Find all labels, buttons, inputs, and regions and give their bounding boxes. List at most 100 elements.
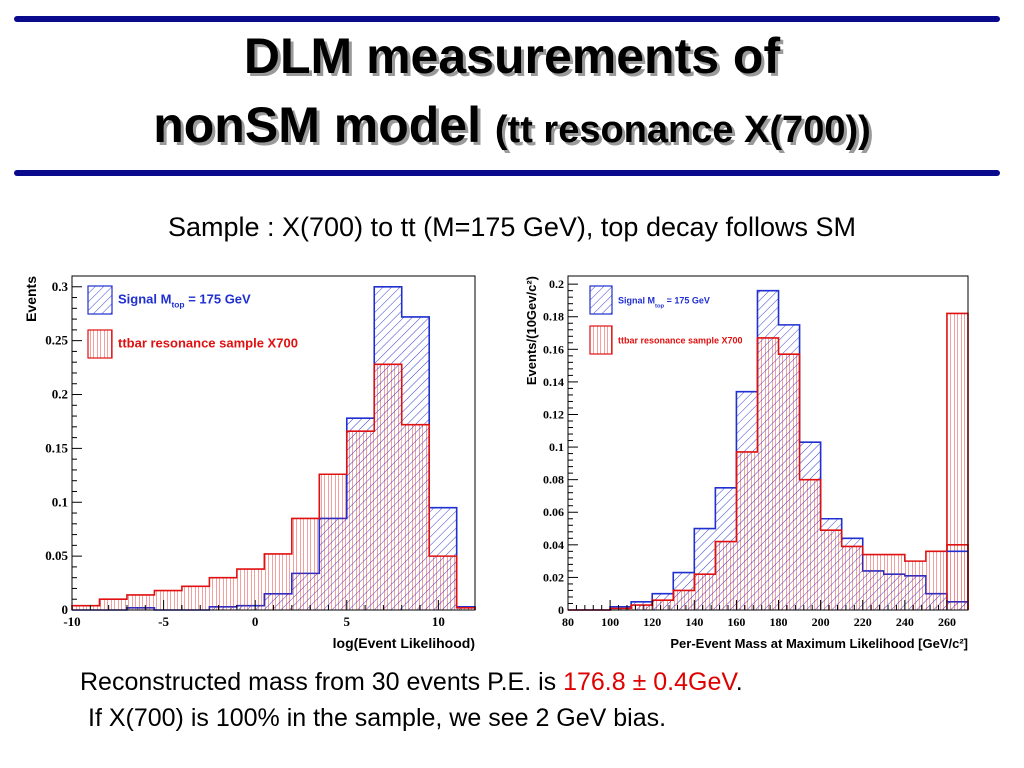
y-tick-label: 0.18 xyxy=(543,310,564,324)
histogram-bar xyxy=(904,561,926,610)
y-tick-label: 0 xyxy=(558,603,564,617)
title-rule-bottom xyxy=(14,170,1000,176)
histogram-bar xyxy=(925,551,947,610)
y-tick-label: 0.3 xyxy=(52,279,69,294)
histogram-bar xyxy=(673,590,695,610)
result-prefix: Reconstructed mass from 30 events P.E. i… xyxy=(80,668,564,696)
histogram-bar xyxy=(319,474,347,610)
x-tick-label: 10 xyxy=(432,614,445,629)
legend: Signal Mtop = 175 GeV ttbar resonance sam… xyxy=(589,285,743,355)
x-tick-label: -10 xyxy=(63,614,80,629)
legend-label-rest: = 175 GeV xyxy=(664,295,710,305)
legend-swatch xyxy=(589,285,613,315)
x-axis-label: Per-Event Mass at Maximum Likelihood [Ge… xyxy=(670,636,968,651)
y-tick-label: 0 xyxy=(62,602,69,617)
y-axis-label: Events xyxy=(23,276,39,322)
x-tick-label: 100 xyxy=(601,615,619,629)
x-tick-label: 120 xyxy=(643,615,661,629)
y-tick-label: 0.04 xyxy=(543,538,564,552)
histogram-bar xyxy=(126,594,155,610)
x-tick-label: 160 xyxy=(727,615,745,629)
x-tick-label: 240 xyxy=(896,615,914,629)
x-axis-label: log(Event Likelihood) xyxy=(333,635,475,651)
title-rule-top xyxy=(14,16,1000,22)
y-tick-label: 0.15 xyxy=(45,440,68,455)
histogram-bar xyxy=(862,554,884,610)
histogram-bar xyxy=(154,590,182,610)
histogram-bar xyxy=(99,599,127,610)
x-tick-label: 180 xyxy=(770,615,788,629)
y-tick-label: 0.06 xyxy=(543,505,564,519)
histogram-bar xyxy=(631,605,653,610)
histogram-bar xyxy=(610,608,632,610)
y-tick-label: 0.08 xyxy=(543,473,564,487)
histogram-bar xyxy=(652,600,674,610)
legend-label-main: ttbar resonance sample X700 xyxy=(118,335,298,350)
x-tick-label: 140 xyxy=(685,615,703,629)
y-tick-label: 0.14 xyxy=(543,375,564,389)
y-tick-label: 0.05 xyxy=(45,548,68,563)
histogram-bar xyxy=(778,354,800,610)
histogram-bar xyxy=(883,554,905,610)
histogram-bar xyxy=(694,574,716,610)
legend-label: Signal Mtop = 175 GeV xyxy=(118,291,251,309)
legend-label: ttbar resonance sample X700 xyxy=(618,335,743,345)
legend-entry-resonance: ttbar resonance sample X700 xyxy=(87,329,298,359)
legend-swatch xyxy=(87,329,113,359)
histogram-bar xyxy=(429,556,457,610)
y-tick-label: 0.12 xyxy=(543,407,564,421)
title-sub: (tt resonance X(700)) xyxy=(494,109,871,151)
histogram-bar xyxy=(820,530,842,610)
histogram-bar xyxy=(456,607,475,610)
legend-label: Signal Mtop = 175 GeV xyxy=(618,295,710,309)
histogram-bar xyxy=(346,431,375,610)
result-suffix: . xyxy=(735,668,743,696)
result-sentence: Reconstructed mass from 30 events P.E. i… xyxy=(80,668,743,697)
histogram-bar xyxy=(72,605,100,610)
title-main: nonSM model xyxy=(153,97,481,153)
slide-title-line-2: nonSM model (tt resonance X(700)) xyxy=(0,94,1024,161)
legend-label-main: Signal M xyxy=(618,295,655,305)
likelihood-histogram: 0 0.05 0.1 0.15 0.2 0.25 0.3 -10 -5 0 5 10 log(Event… xyxy=(23,275,476,651)
legend-label-rest: = 175 GeV xyxy=(185,291,251,306)
y-tick-label: 0.2 xyxy=(549,277,564,291)
x-tick-label: 80 xyxy=(562,615,574,629)
y-tick-label: 0.1 xyxy=(549,440,564,454)
histogram-bar xyxy=(236,569,265,610)
x-tick-label: 5 xyxy=(344,614,351,629)
y-tick-label: 0.25 xyxy=(45,333,68,348)
histogram-bar xyxy=(757,337,779,610)
legend-entry-signal: Signal Mtop = 175 GeV xyxy=(589,285,710,315)
y-tick-label: 0.2 xyxy=(52,387,68,402)
legend-entry-signal: Signal Mtop = 175 GeV xyxy=(87,285,251,315)
histogram-bar xyxy=(374,364,402,610)
histogram-outline xyxy=(71,363,476,610)
y-axis-label: Events/(10Gev/c²) xyxy=(524,276,539,385)
histogram-bar xyxy=(181,586,210,610)
histogram-bar xyxy=(401,424,430,610)
x-tick-label: 200 xyxy=(812,615,830,629)
plot-border xyxy=(567,275,969,611)
histogram-bar xyxy=(799,479,821,610)
x-tick-label: 220 xyxy=(854,615,872,629)
legend-swatch xyxy=(589,325,613,355)
histogram-bar xyxy=(736,451,758,610)
y-tick-label: 0.1 xyxy=(52,494,68,509)
series-resonance xyxy=(71,363,476,610)
slide-title-line-1: DLM measurements of xyxy=(243,28,781,84)
sample-description: Sample : X(700) to tt (M=175 GeV), top d… xyxy=(167,212,857,242)
bias-note: If X(700) is 100% in the sample, we see … xyxy=(88,704,667,732)
x-tick-label: 260 xyxy=(938,615,956,629)
overflow-bar xyxy=(946,313,968,610)
legend-label-subscript: top xyxy=(171,299,184,309)
mass-histogram: 0 0.02 0.04 0.06 0.08 0.1 0.12 0.14 0.16 0.18 0.2 8… xyxy=(524,275,969,651)
legend-label-main: Signal M xyxy=(118,291,171,306)
legend-label: ttbar resonance sample X700 xyxy=(118,335,298,350)
x-tick-label: 0 xyxy=(252,614,259,629)
histogram-bar xyxy=(291,518,320,610)
legend-label-main: ttbar resonance sample X700 xyxy=(618,335,743,345)
legend-label-subscript: top xyxy=(655,303,665,309)
legend: Signal Mtop = 175 GeV ttbar resonance sam… xyxy=(87,285,298,359)
x-tick-label: -5 xyxy=(158,614,169,629)
y-tick-label: 0.16 xyxy=(543,342,564,356)
